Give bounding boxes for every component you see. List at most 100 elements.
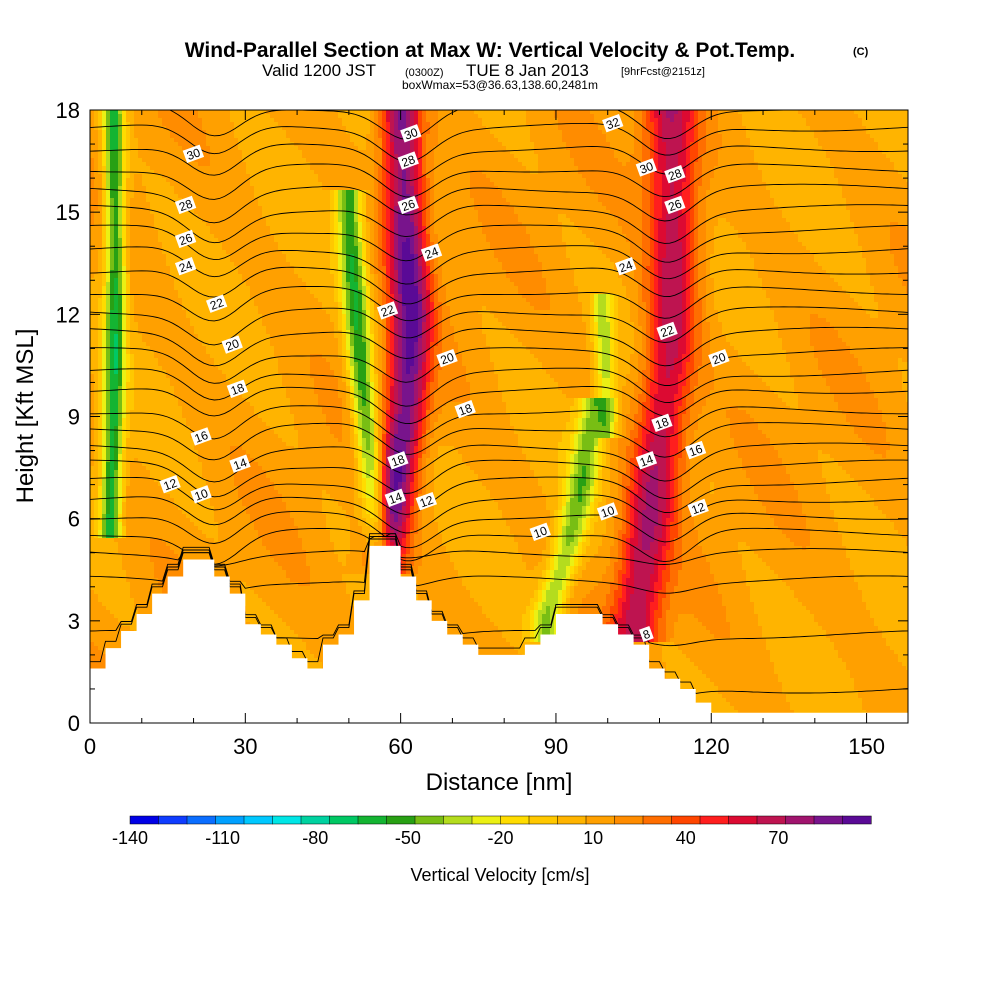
velocity-cell — [126, 222, 131, 227]
velocity-cell — [130, 470, 135, 475]
velocity-cell — [102, 138, 107, 143]
velocity-cell — [194, 422, 199, 427]
velocity-cell — [130, 194, 135, 199]
velocity-cell — [94, 250, 99, 255]
velocity-cell — [214, 286, 219, 291]
velocity-cell — [170, 114, 175, 119]
velocity-cell — [106, 194, 111, 199]
velocity-cell — [98, 514, 103, 519]
velocity-cell — [102, 582, 107, 587]
velocity-cell — [154, 142, 159, 147]
velocity-cell — [198, 326, 203, 331]
velocity-cell — [138, 522, 143, 527]
velocity-cell — [150, 558, 155, 563]
velocity-cell — [202, 326, 207, 331]
velocity-cell — [162, 242, 167, 247]
velocity-cell — [118, 382, 123, 387]
velocity-cell — [102, 418, 107, 423]
velocity-cell — [130, 206, 135, 211]
velocity-cell — [110, 578, 115, 583]
velocity-cell — [194, 182, 199, 187]
velocity-cell — [98, 526, 103, 531]
velocity-cell — [186, 362, 191, 367]
velocity-cell — [98, 282, 103, 287]
velocity-cell — [146, 158, 151, 163]
velocity-cell — [158, 458, 163, 463]
velocity-cell — [214, 454, 219, 459]
velocity-cell — [138, 182, 143, 187]
velocity-cell — [110, 574, 115, 579]
velocity-cell — [186, 314, 191, 319]
velocity-cell — [214, 374, 219, 379]
velocity-cell — [190, 138, 195, 143]
velocity-cell — [138, 362, 143, 367]
velocity-cell — [158, 442, 163, 447]
velocity-cell — [178, 382, 183, 387]
velocity-cell — [94, 554, 99, 559]
velocity-cell — [114, 134, 119, 139]
velocity-cell — [182, 514, 187, 519]
velocity-cell — [190, 478, 195, 483]
velocity-cell — [138, 490, 143, 495]
velocity-cell — [142, 606, 147, 611]
velocity-cell — [142, 138, 147, 143]
velocity-cell — [150, 234, 155, 239]
velocity-cell — [122, 478, 127, 483]
velocity-cell — [122, 626, 127, 631]
velocity-cell — [122, 134, 127, 139]
velocity-cell — [142, 150, 147, 155]
velocity-cell — [178, 318, 183, 323]
velocity-cell — [106, 610, 111, 615]
velocity-cell — [142, 386, 147, 391]
velocity-cell — [190, 398, 195, 403]
velocity-cell — [210, 110, 215, 115]
velocity-cell — [118, 502, 123, 507]
velocity-cell — [214, 514, 219, 519]
velocity-cell — [126, 138, 131, 143]
velocity-cell — [202, 182, 207, 187]
velocity-cell — [126, 338, 131, 343]
velocity-cell — [138, 198, 143, 203]
velocity-cell — [186, 486, 191, 491]
velocity-cell — [130, 174, 135, 179]
velocity-cell — [142, 414, 147, 419]
velocity-cell — [102, 470, 107, 475]
velocity-cell — [110, 486, 115, 491]
velocity-cell — [218, 118, 223, 123]
velocity-cell — [150, 118, 155, 123]
velocity-cell — [94, 226, 99, 231]
velocity-cell — [142, 202, 147, 207]
velocity-cell — [190, 330, 195, 335]
velocity-cell — [102, 414, 107, 419]
velocity-cell — [162, 274, 167, 279]
velocity-cell — [110, 590, 115, 595]
velocity-cell — [218, 166, 223, 171]
velocity-cell — [126, 438, 131, 443]
velocity-cell — [138, 218, 143, 223]
velocity-cell — [126, 570, 131, 575]
velocity-cell — [122, 518, 127, 523]
velocity-cell — [150, 362, 155, 367]
velocity-cell — [150, 282, 155, 287]
velocity-cell — [90, 250, 95, 255]
velocity-cell — [154, 530, 159, 535]
velocity-cell — [142, 122, 147, 127]
velocity-cell — [174, 318, 179, 323]
velocity-cell — [194, 378, 199, 383]
velocity-cell — [106, 322, 111, 327]
velocity-cell — [94, 322, 99, 327]
velocity-cell — [194, 510, 199, 515]
velocity-cell — [178, 534, 183, 539]
velocity-cell — [110, 610, 115, 615]
velocity-cell — [138, 442, 143, 447]
velocity-cell — [114, 506, 119, 511]
velocity-cell — [106, 442, 111, 447]
velocity-cell — [186, 278, 191, 283]
velocity-cell — [170, 150, 175, 155]
velocity-cell — [214, 358, 219, 363]
velocity-cell — [110, 166, 115, 171]
velocity-cell — [98, 634, 103, 639]
velocity-cell — [178, 110, 183, 115]
velocity-cell — [98, 610, 103, 615]
velocity-cell — [102, 550, 107, 555]
